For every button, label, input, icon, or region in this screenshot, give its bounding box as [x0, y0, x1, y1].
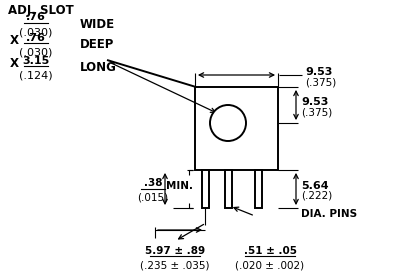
- Text: DEEP: DEEP: [80, 38, 114, 51]
- Text: (.030): (.030): [19, 27, 53, 37]
- Text: 9.53: 9.53: [305, 67, 332, 77]
- Text: (.124): (.124): [19, 70, 53, 80]
- Text: MIN.: MIN.: [166, 181, 193, 191]
- Text: (.235 ± .035): (.235 ± .035): [140, 260, 210, 270]
- Text: DIA. PINS: DIA. PINS: [301, 209, 357, 219]
- Circle shape: [210, 105, 246, 141]
- Bar: [202, 170, 208, 208]
- Text: .76: .76: [26, 33, 46, 43]
- Text: (.015): (.015): [138, 193, 168, 203]
- Text: .76: .76: [26, 13, 46, 23]
- Text: (.375): (.375): [301, 107, 332, 117]
- Text: WIDE: WIDE: [80, 18, 115, 31]
- Bar: [195, 87, 278, 170]
- Text: (.222): (.222): [301, 191, 332, 201]
- Text: X: X: [10, 56, 19, 70]
- Text: .51 ± .05: .51 ± .05: [244, 245, 296, 255]
- Text: 5.64: 5.64: [301, 181, 329, 191]
- Text: 9.53: 9.53: [301, 97, 328, 107]
- Text: (.020 ± .002): (.020 ± .002): [236, 260, 304, 270]
- Text: LONG: LONG: [80, 61, 117, 73]
- Text: 3.15: 3.15: [22, 56, 50, 66]
- Text: ADJ. SLOT: ADJ. SLOT: [8, 4, 74, 16]
- Text: 5.97 ± .89: 5.97 ± .89: [145, 245, 205, 255]
- Bar: [224, 170, 232, 208]
- Text: X: X: [10, 34, 19, 46]
- Text: (.375): (.375): [305, 77, 336, 87]
- Bar: [254, 170, 262, 208]
- Text: .38: .38: [144, 178, 162, 188]
- Text: (.030): (.030): [19, 47, 53, 57]
